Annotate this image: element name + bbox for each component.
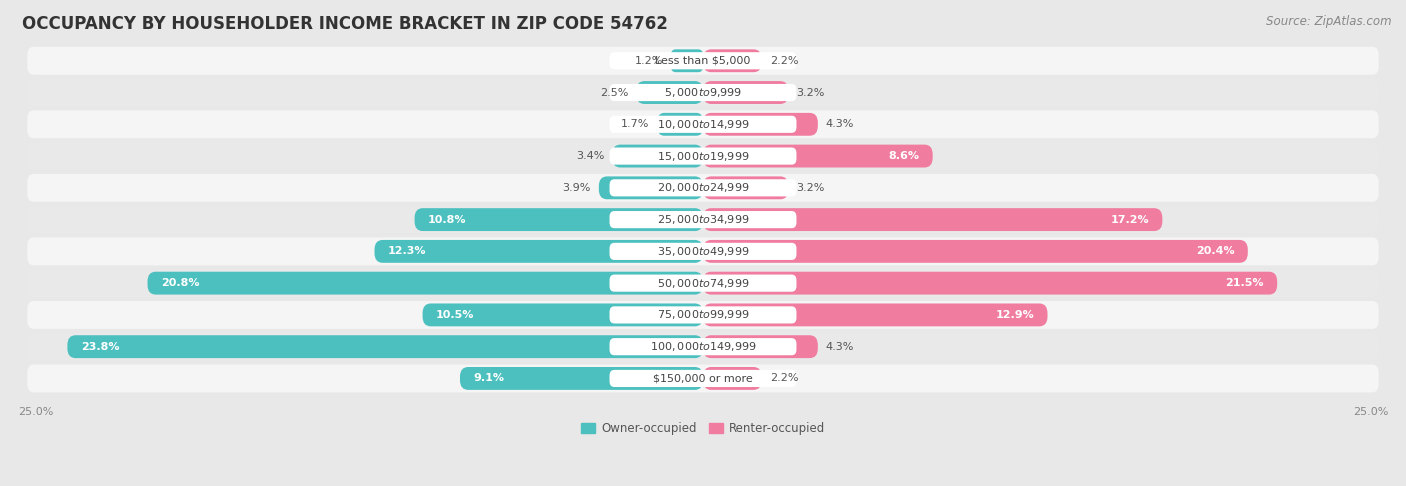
Text: 3.2%: 3.2% (796, 87, 825, 98)
Text: 3.4%: 3.4% (576, 151, 605, 161)
Text: $10,000 to $14,999: $10,000 to $14,999 (657, 118, 749, 131)
FancyBboxPatch shape (610, 84, 796, 101)
Text: 20.8%: 20.8% (160, 278, 200, 288)
FancyBboxPatch shape (610, 370, 796, 387)
FancyBboxPatch shape (27, 174, 1379, 202)
FancyBboxPatch shape (460, 367, 703, 390)
Text: 12.3%: 12.3% (388, 246, 426, 257)
FancyBboxPatch shape (415, 208, 703, 231)
Text: $35,000 to $49,999: $35,000 to $49,999 (657, 245, 749, 258)
FancyBboxPatch shape (599, 176, 703, 199)
FancyBboxPatch shape (703, 145, 932, 168)
Text: 20.4%: 20.4% (1197, 246, 1234, 257)
FancyBboxPatch shape (27, 206, 1379, 234)
FancyBboxPatch shape (610, 52, 796, 69)
FancyBboxPatch shape (703, 81, 789, 104)
Text: Less than $5,000: Less than $5,000 (655, 56, 751, 66)
Text: $50,000 to $74,999: $50,000 to $74,999 (657, 277, 749, 290)
FancyBboxPatch shape (658, 113, 703, 136)
FancyBboxPatch shape (27, 110, 1379, 139)
FancyBboxPatch shape (423, 303, 703, 326)
Text: 3.2%: 3.2% (796, 183, 825, 193)
Text: 9.1%: 9.1% (474, 373, 505, 383)
Legend: Owner-occupied, Renter-occupied: Owner-occupied, Renter-occupied (576, 417, 830, 440)
FancyBboxPatch shape (703, 208, 1163, 231)
Text: 1.2%: 1.2% (634, 56, 664, 66)
Text: 12.9%: 12.9% (995, 310, 1035, 320)
FancyBboxPatch shape (610, 306, 796, 324)
Text: 1.7%: 1.7% (621, 119, 650, 129)
Text: 8.6%: 8.6% (889, 151, 920, 161)
FancyBboxPatch shape (610, 147, 796, 165)
Text: 2.2%: 2.2% (769, 56, 799, 66)
FancyBboxPatch shape (374, 240, 703, 263)
FancyBboxPatch shape (27, 79, 1379, 106)
FancyBboxPatch shape (703, 113, 818, 136)
FancyBboxPatch shape (27, 269, 1379, 297)
Text: 10.8%: 10.8% (427, 215, 467, 225)
Text: 3.9%: 3.9% (562, 183, 591, 193)
Text: 23.8%: 23.8% (80, 342, 120, 352)
FancyBboxPatch shape (703, 240, 1247, 263)
Text: 4.3%: 4.3% (825, 342, 855, 352)
Text: 17.2%: 17.2% (1111, 215, 1149, 225)
FancyBboxPatch shape (703, 176, 789, 199)
FancyBboxPatch shape (703, 367, 762, 390)
FancyBboxPatch shape (148, 272, 703, 295)
FancyBboxPatch shape (27, 333, 1379, 361)
Text: 10.5%: 10.5% (436, 310, 474, 320)
Text: Source: ZipAtlas.com: Source: ZipAtlas.com (1267, 15, 1392, 28)
FancyBboxPatch shape (671, 49, 703, 72)
FancyBboxPatch shape (610, 211, 796, 228)
FancyBboxPatch shape (637, 81, 703, 104)
Text: $25,000 to $34,999: $25,000 to $34,999 (657, 213, 749, 226)
Text: $150,000 or more: $150,000 or more (654, 373, 752, 383)
Text: $5,000 to $9,999: $5,000 to $9,999 (664, 86, 742, 99)
Text: 2.2%: 2.2% (769, 373, 799, 383)
FancyBboxPatch shape (703, 272, 1277, 295)
FancyBboxPatch shape (67, 335, 703, 358)
Text: 21.5%: 21.5% (1225, 278, 1264, 288)
Text: $100,000 to $149,999: $100,000 to $149,999 (650, 340, 756, 353)
FancyBboxPatch shape (612, 145, 703, 168)
FancyBboxPatch shape (610, 275, 796, 292)
Text: $75,000 to $99,999: $75,000 to $99,999 (657, 309, 749, 321)
FancyBboxPatch shape (610, 179, 796, 196)
FancyBboxPatch shape (27, 142, 1379, 170)
Text: $15,000 to $19,999: $15,000 to $19,999 (657, 150, 749, 162)
FancyBboxPatch shape (610, 338, 796, 355)
FancyBboxPatch shape (610, 116, 796, 133)
FancyBboxPatch shape (27, 301, 1379, 329)
FancyBboxPatch shape (703, 303, 1047, 326)
Text: $20,000 to $24,999: $20,000 to $24,999 (657, 181, 749, 194)
Text: OCCUPANCY BY HOUSEHOLDER INCOME BRACKET IN ZIP CODE 54762: OCCUPANCY BY HOUSEHOLDER INCOME BRACKET … (22, 15, 668, 33)
FancyBboxPatch shape (703, 335, 818, 358)
FancyBboxPatch shape (703, 49, 762, 72)
FancyBboxPatch shape (27, 364, 1379, 392)
FancyBboxPatch shape (27, 47, 1379, 75)
FancyBboxPatch shape (610, 243, 796, 260)
FancyBboxPatch shape (27, 237, 1379, 265)
Text: 2.5%: 2.5% (600, 87, 628, 98)
Text: 4.3%: 4.3% (825, 119, 855, 129)
